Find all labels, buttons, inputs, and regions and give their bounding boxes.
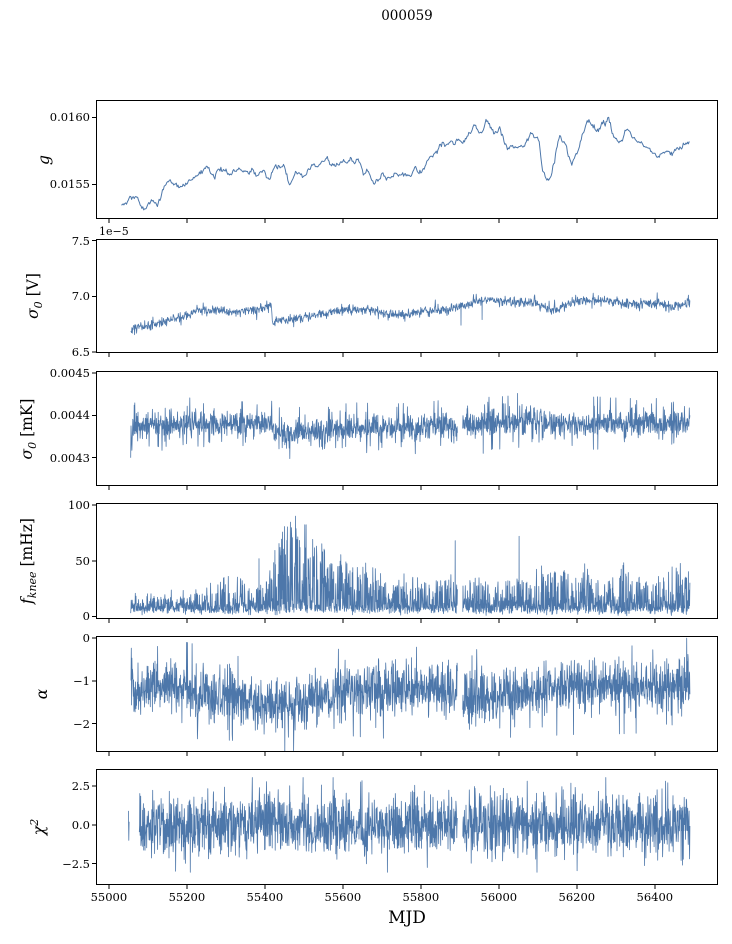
y-tick-label-f_knee: 0 xyxy=(82,609,90,624)
y-tick-label-chi2: −2.5 xyxy=(62,856,90,871)
y-tick-label-chi2: 0.0 xyxy=(71,817,90,832)
data-line-sigma0_V xyxy=(130,292,691,336)
data-line-alpha xyxy=(130,637,691,752)
y-tick-label-alpha: −2 xyxy=(73,716,90,731)
axes-box-alpha xyxy=(96,636,718,752)
y-tick-label-chi2: 2.5 xyxy=(71,779,90,794)
y-tick-label-f_knee: 100 xyxy=(68,498,90,513)
data-line-f_knee xyxy=(130,515,691,617)
y-tick-label-f_knee: 50 xyxy=(75,553,90,568)
figure-title: 000059 xyxy=(381,8,433,24)
y-tick-label-sigma0_mK: 0.0045 xyxy=(49,366,90,381)
y-tick-label-g: 0.0160 xyxy=(49,110,90,125)
data-line-chi2 xyxy=(128,777,691,873)
axes-box-f_knee xyxy=(96,503,718,619)
data-line-g xyxy=(121,116,690,211)
axes-box-chi2 xyxy=(96,769,718,885)
x-axis-label: MJD xyxy=(388,908,426,928)
x-tick-label: 55200 xyxy=(168,890,206,904)
y-tick-label-sigma0_V: 7.5 xyxy=(71,233,90,248)
axes-box-g xyxy=(96,100,718,219)
y-tick-label-sigma0_mK: 0.0044 xyxy=(49,408,90,423)
y-tick-label-sigma0_V: 7.0 xyxy=(71,289,90,304)
y-tick-label-alpha: 0 xyxy=(82,631,90,646)
y-axis-label-chi2: χ2 xyxy=(28,818,49,836)
x-tick-label: 56400 xyxy=(636,890,674,904)
offset-text-sigma0_V: 1e−5 xyxy=(99,225,129,238)
x-tick-label: 56200 xyxy=(558,890,596,904)
x-tick-label: 55600 xyxy=(324,890,362,904)
x-tick-label: 56000 xyxy=(480,890,518,904)
y-tick-label-sigma0_V: 6.5 xyxy=(71,344,90,359)
y-tick-label-sigma0_mK: 0.0043 xyxy=(49,450,90,465)
y-tick-label-alpha: −1 xyxy=(73,673,90,688)
x-tick-label: 55800 xyxy=(402,890,440,904)
y-tick-label-g: 0.0155 xyxy=(49,177,90,192)
axes-box-sigma0_mK xyxy=(96,371,718,486)
x-tick-label: 55000 xyxy=(90,890,128,904)
axes-box-sigma0_V xyxy=(96,239,718,353)
x-tick-label: 55400 xyxy=(246,890,284,904)
data-line-sigma0_mK xyxy=(130,393,691,459)
